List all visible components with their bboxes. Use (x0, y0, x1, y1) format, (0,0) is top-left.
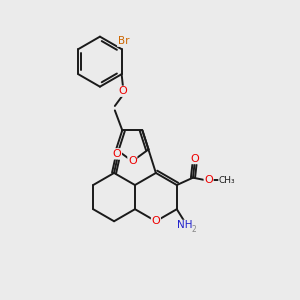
Text: CH₃: CH₃ (219, 176, 236, 184)
Text: O: O (204, 175, 213, 185)
Text: O: O (112, 149, 122, 159)
Text: O: O (190, 154, 199, 164)
Text: Br: Br (118, 36, 129, 46)
Text: O: O (152, 216, 160, 226)
Text: O: O (128, 156, 137, 166)
Text: 2: 2 (191, 225, 196, 234)
Text: O: O (119, 86, 128, 96)
Text: NH: NH (177, 220, 193, 230)
